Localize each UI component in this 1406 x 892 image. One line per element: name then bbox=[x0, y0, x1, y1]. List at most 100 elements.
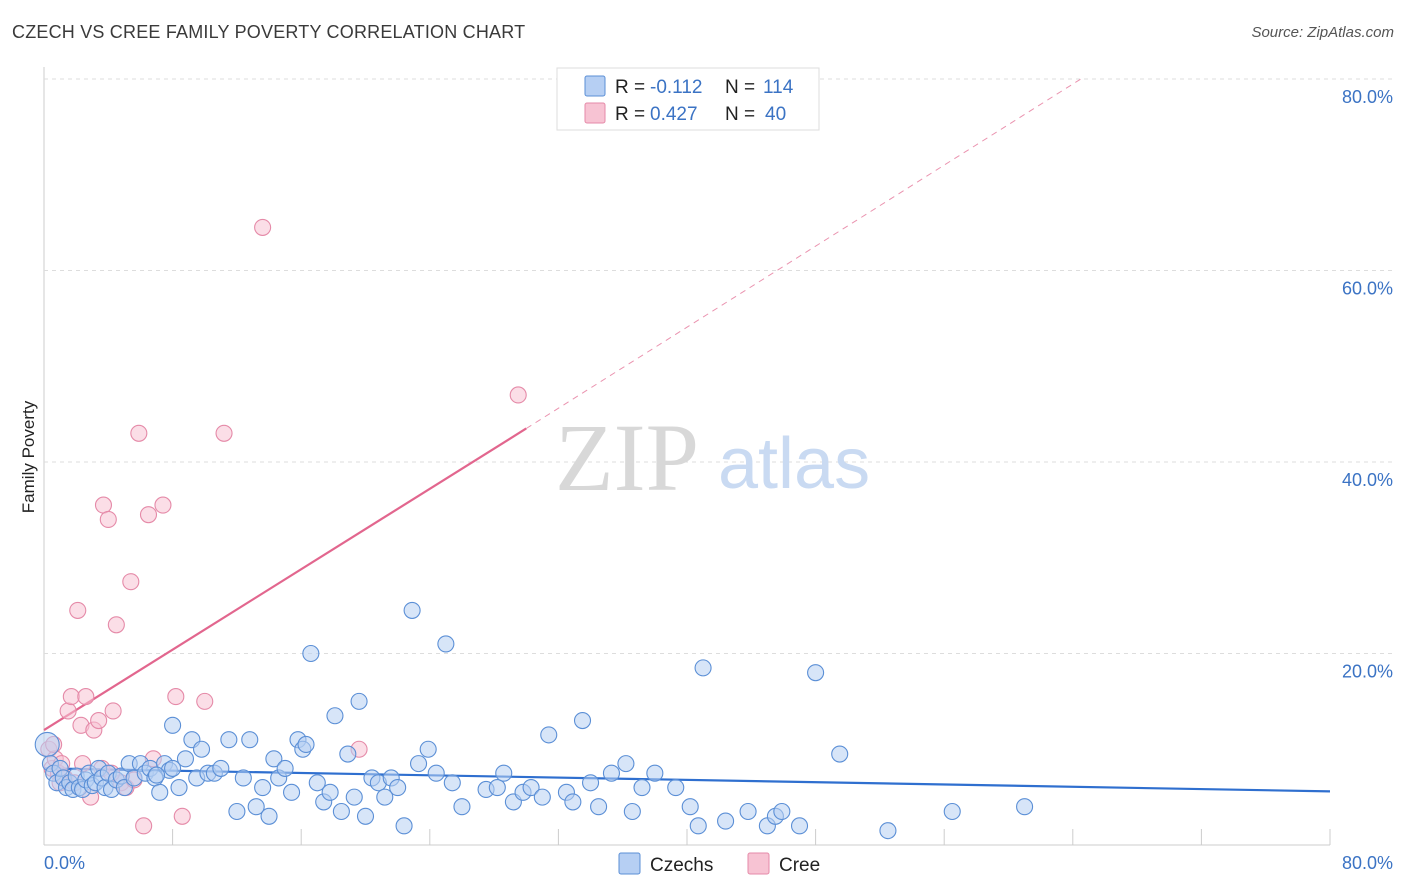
watermark-zip: ZIP bbox=[555, 404, 699, 511]
czech-n-label: N = bbox=[725, 77, 755, 98]
czech-point bbox=[488, 778, 506, 797]
watermark-atlas: atlas bbox=[718, 424, 870, 504]
cree-trend-line bbox=[43, 427, 527, 732]
czech-point bbox=[739, 802, 757, 821]
czech-point bbox=[573, 711, 592, 730]
czech-point bbox=[533, 788, 551, 806]
czech-point bbox=[376, 788, 394, 806]
czech-point bbox=[617, 755, 635, 773]
czech-r-value: -0.112 bbox=[650, 77, 702, 98]
czech-point bbox=[283, 783, 301, 801]
cree-point bbox=[154, 496, 172, 514]
czech-point bbox=[717, 812, 735, 830]
cree-point bbox=[173, 807, 191, 825]
cree-legend-swatch bbox=[584, 102, 606, 124]
cree-r-value: 0.427 bbox=[650, 104, 698, 125]
czech-point bbox=[164, 716, 182, 734]
czech-point bbox=[147, 766, 166, 784]
czech-point bbox=[773, 802, 791, 821]
y-tick-label: 20.0% bbox=[1342, 662, 1393, 682]
watermark: ZIP atlas bbox=[555, 404, 870, 511]
czech-legend-swatch bbox=[584, 75, 606, 97]
czech-point bbox=[419, 740, 437, 758]
czech-point bbox=[427, 764, 445, 782]
czech-n-value: 114 bbox=[763, 77, 794, 98]
cree-point bbox=[104, 702, 122, 720]
czech-point bbox=[623, 802, 641, 821]
czech-point bbox=[212, 759, 230, 777]
cree-points bbox=[40, 218, 527, 835]
cree-point bbox=[99, 510, 117, 529]
cree-point bbox=[62, 688, 80, 706]
y-tick-label: 40.0% bbox=[1342, 470, 1393, 490]
cree-point bbox=[130, 424, 148, 442]
czech-point bbox=[495, 764, 513, 782]
cree-point bbox=[122, 573, 140, 591]
czech-point bbox=[590, 798, 608, 816]
czech-point bbox=[389, 778, 407, 797]
cree-trend-extension bbox=[525, 78, 1082, 429]
cree-point bbox=[77, 688, 95, 706]
czech-point bbox=[170, 778, 188, 797]
czech-point bbox=[254, 778, 272, 797]
czech-point bbox=[321, 783, 339, 801]
cree-point bbox=[94, 496, 113, 514]
chart-source: Source: ZipAtlas.com bbox=[1251, 24, 1394, 41]
cree-n-label: N = bbox=[725, 104, 755, 125]
czech-trend-layer bbox=[43, 767, 1331, 793]
cree-point bbox=[196, 692, 214, 710]
czech-point bbox=[164, 759, 182, 777]
czech-point bbox=[265, 750, 283, 768]
czech-point bbox=[356, 807, 375, 825]
cree-trend-layer bbox=[43, 78, 1082, 732]
x-tick-label-max: 80.0% bbox=[1342, 853, 1393, 873]
czech-point bbox=[247, 798, 265, 816]
czech-point bbox=[437, 635, 455, 653]
czech-point bbox=[453, 798, 471, 816]
czech-point bbox=[326, 707, 344, 725]
czech-points bbox=[34, 601, 1034, 840]
y-tick-label: 60.0% bbox=[1342, 279, 1393, 299]
czech-point bbox=[395, 817, 413, 835]
czech-point bbox=[633, 778, 651, 797]
czech-point bbox=[409, 755, 428, 773]
czech-point bbox=[831, 745, 849, 763]
cree-legend-swatch-bottom bbox=[747, 852, 770, 875]
czech-point bbox=[228, 802, 246, 821]
czech-point bbox=[192, 740, 211, 758]
czech-point bbox=[667, 778, 685, 797]
cree-n-value: 40 bbox=[765, 104, 786, 125]
czech-point bbox=[345, 788, 363, 806]
cree-point bbox=[69, 601, 87, 619]
czechs-legend-swatch bbox=[618, 852, 641, 875]
czech-trend-line bbox=[43, 767, 1331, 793]
czech-point bbox=[522, 778, 540, 797]
czech-point bbox=[646, 764, 664, 782]
czech-point bbox=[602, 764, 620, 782]
czech-point bbox=[276, 759, 294, 777]
czech-point bbox=[689, 817, 707, 835]
cree-r-label: R = bbox=[615, 104, 645, 125]
cree-point bbox=[215, 424, 233, 442]
czech-point bbox=[681, 798, 699, 816]
czech-point bbox=[1016, 798, 1034, 816]
chart-title: CZECH VS CREE FAMILY POVERTY CORRELATION… bbox=[12, 22, 526, 42]
cree-point bbox=[59, 702, 77, 720]
czech-point bbox=[807, 664, 825, 682]
czech-r-label: R = bbox=[615, 77, 645, 98]
cree-point bbox=[139, 506, 158, 524]
czech-point bbox=[540, 726, 558, 744]
czech-point bbox=[308, 774, 326, 792]
cree-point bbox=[135, 817, 153, 835]
czech-point bbox=[302, 644, 320, 663]
czech-point bbox=[332, 802, 350, 821]
stats-legend: R = -0.112 N = 114 R = 0.427 N = 40 bbox=[556, 67, 820, 131]
czech-point bbox=[790, 817, 809, 835]
czechs-legend-label: Czechs bbox=[650, 855, 713, 876]
cree-point bbox=[509, 386, 527, 404]
y-tick-labels: 20.0% 40.0% 60.0% 80.0% bbox=[1342, 87, 1393, 682]
czech-point bbox=[403, 601, 421, 619]
series-legend: Czechs Cree bbox=[618, 852, 820, 876]
y-axis-title: Family Poverty bbox=[19, 400, 38, 513]
